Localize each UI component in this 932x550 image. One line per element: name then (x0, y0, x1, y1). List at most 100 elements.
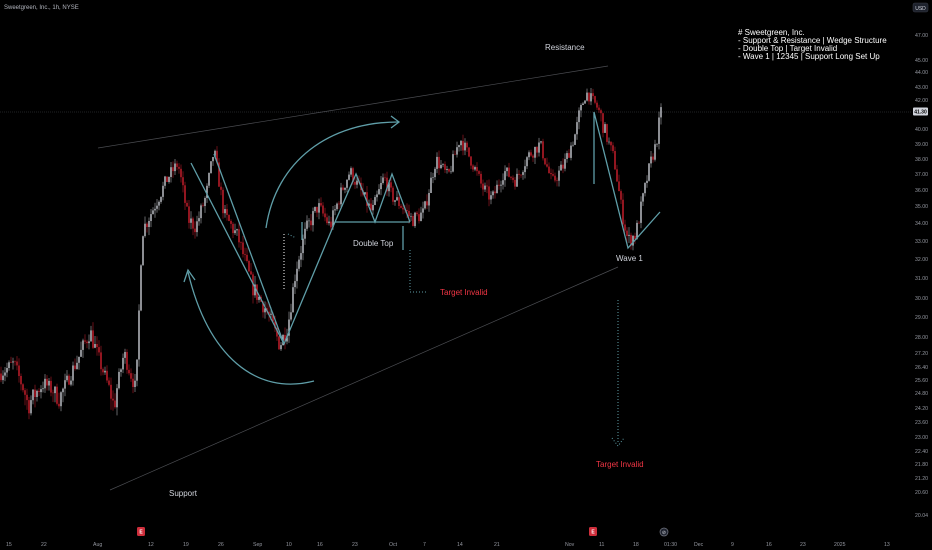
candle (624, 219, 626, 234)
candle (46, 375, 48, 391)
candle (178, 163, 180, 174)
candle (38, 388, 40, 397)
candle (80, 341, 82, 357)
candle (538, 137, 540, 157)
candle (350, 166, 352, 177)
candle (620, 189, 622, 204)
candle (438, 150, 440, 175)
candle (472, 164, 474, 172)
candle (418, 208, 420, 224)
candle (556, 177, 558, 187)
candle (554, 172, 556, 183)
y-tick-label: 23.60 (915, 420, 928, 426)
candle (290, 303, 292, 322)
y-tick-label: 40.00 (915, 127, 928, 133)
candle (510, 176, 512, 180)
candle (164, 175, 166, 189)
x-tick-label: 10 (286, 542, 292, 548)
candle (534, 146, 536, 164)
candle (480, 171, 482, 188)
wave-lines (593, 111, 661, 250)
candle (512, 175, 514, 183)
candle (170, 162, 172, 183)
pattern-lines (183, 111, 661, 385)
x-axis[interactable]: 15 22 Aug 12 19 26 Sep 10 16 23 Oct 7 14 21 Nov 11 18 01:… (6, 542, 890, 548)
x-tick-label: 2025 (834, 542, 846, 548)
x-tick-label: 16 (766, 542, 772, 548)
candle (150, 209, 152, 228)
candle (222, 187, 224, 219)
x-tick-label: Sep (253, 542, 262, 548)
candle (466, 140, 468, 152)
currency-badge[interactable] (912, 2, 929, 13)
candle (128, 364, 130, 376)
current-price-tag-label: 41.30 (914, 109, 927, 115)
earnings-marker-aug[interactable]: E (137, 527, 145, 536)
candle (56, 383, 58, 406)
candle (346, 179, 348, 193)
svg-text:E: E (139, 530, 143, 536)
candle (292, 283, 294, 313)
candle (234, 223, 236, 235)
support-label: Support (169, 489, 198, 498)
earnings-marker-nov[interactable]: E (589, 527, 597, 536)
candle (32, 389, 34, 405)
candle (228, 214, 230, 222)
y-tick-label: 21.80 (915, 462, 928, 468)
y-tick-label: 35.00 (915, 204, 928, 210)
candle (298, 255, 300, 272)
candle (60, 391, 62, 412)
candle (428, 189, 430, 212)
candle (196, 215, 198, 237)
candle (384, 173, 386, 181)
y-tick-label: 36.00 (915, 188, 928, 194)
candle (124, 348, 126, 364)
timer-marker[interactable]: ⊘ (659, 527, 669, 537)
candle (168, 176, 170, 184)
candle (544, 158, 546, 166)
curved-arrow-down (187, 271, 315, 385)
candle (658, 111, 660, 150)
y-tick-label: 22.40 (915, 449, 928, 455)
candle (126, 349, 128, 374)
candle (450, 165, 452, 174)
candle (8, 360, 10, 371)
candle (116, 384, 118, 416)
candle (152, 207, 154, 215)
y-tick-label: 26.40 (915, 365, 928, 371)
candle (568, 149, 570, 158)
candle (444, 161, 446, 173)
candle (560, 161, 562, 171)
note-line-4: - Wave 1 | 12345 | Support Long Set Up (738, 52, 880, 61)
candle (630, 232, 632, 250)
candle (120, 368, 122, 377)
candle (520, 174, 522, 178)
x-tick-label: 9 (731, 542, 734, 548)
candle (462, 134, 464, 156)
candle (240, 241, 242, 250)
candle (280, 342, 282, 351)
candle (226, 203, 228, 221)
candle (104, 366, 106, 375)
candle (506, 167, 508, 177)
candle (592, 88, 594, 100)
candle (586, 88, 588, 102)
candle (536, 146, 538, 158)
candle (10, 356, 12, 363)
candle (12, 357, 14, 370)
candle (22, 383, 24, 393)
candle (210, 161, 212, 174)
candle (456, 141, 458, 158)
candle (96, 336, 98, 356)
wave1-label: Wave 1 (616, 254, 643, 263)
candle (380, 176, 382, 196)
x-tick-label: 23 (352, 542, 358, 548)
candle (378, 184, 380, 195)
candle (82, 338, 84, 358)
candle (516, 168, 518, 187)
candle (236, 228, 238, 236)
candle (188, 200, 190, 229)
candle (410, 212, 412, 221)
candle (144, 216, 146, 238)
